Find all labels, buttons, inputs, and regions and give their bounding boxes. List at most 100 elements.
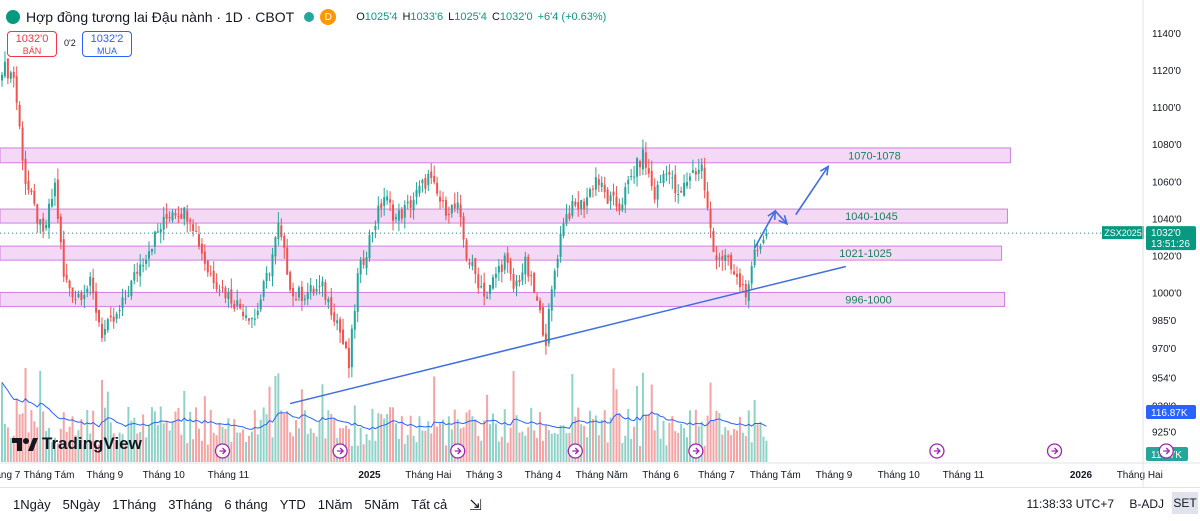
volume-bar xyxy=(71,416,74,462)
candle-body xyxy=(515,280,518,287)
candle-body xyxy=(256,310,259,316)
volume-bar xyxy=(574,416,577,462)
volume-bar xyxy=(471,416,474,462)
sell-label: BÁN xyxy=(22,46,42,56)
candle-body xyxy=(36,204,39,224)
candle-body xyxy=(741,284,744,286)
candle-body xyxy=(209,273,212,275)
candle-body xyxy=(494,273,497,278)
candle-body xyxy=(724,254,727,262)
tradingview-logo-text: TradingView xyxy=(42,434,142,453)
volume-bar xyxy=(277,373,280,462)
volume-bar xyxy=(744,436,747,462)
volume-bar xyxy=(453,409,456,462)
volume-bar xyxy=(712,420,715,462)
event-marker-arrow xyxy=(572,447,580,455)
sell-button[interactable]: 1032'0 BÁN xyxy=(7,31,57,57)
range-button[interactable]: Tất cả xyxy=(411,497,448,512)
candle-body xyxy=(589,189,591,197)
volume-bar xyxy=(195,407,198,462)
price-chart[interactable]: 1140'0 1120'0 1100'0 1080'0 1060'0 1040'0 1020… xyxy=(0,0,1200,487)
candle-body xyxy=(471,261,474,267)
volume-bar xyxy=(174,411,177,462)
event-marker-icon[interactable] xyxy=(332,443,348,459)
candle-body xyxy=(177,216,180,218)
clock[interactable]: 11:38:33 UTC+7 xyxy=(1026,497,1115,511)
candle-body xyxy=(644,152,647,168)
candle-body xyxy=(539,300,542,311)
candle-body xyxy=(568,213,571,219)
spread-value: 0'2 xyxy=(64,38,76,48)
volume-bar xyxy=(359,427,362,462)
range-button[interactable]: 1Năm xyxy=(317,497,353,512)
time-tick-label: Tháng Hai xyxy=(1117,470,1163,481)
range-button[interactable]: 1Tháng xyxy=(112,497,157,512)
candle-body xyxy=(712,231,715,252)
range-button[interactable]: 5Ngày xyxy=(62,497,101,512)
volume-bar xyxy=(36,427,39,462)
candle-body xyxy=(80,292,83,301)
event-marker-arrow xyxy=(1051,447,1059,455)
time-tick-label: Tháng 9 xyxy=(87,470,124,481)
volume-bar xyxy=(638,446,641,462)
volume-bar xyxy=(118,432,121,462)
chart-header: Hợp đồng tương lai Đậu nành · 1D · CBOT … xyxy=(6,6,606,28)
support-resistance-zone[interactable] xyxy=(0,208,1008,224)
symbol-tag: ZSX2025 xyxy=(1104,228,1142,238)
candle-body xyxy=(392,204,395,221)
support-resistance-zone[interactable] xyxy=(0,147,1011,164)
candle-body xyxy=(521,272,524,281)
candle-body xyxy=(306,292,309,300)
candle-body xyxy=(83,295,86,299)
volume-bar xyxy=(724,427,727,462)
price-tick-label: 1080'0 xyxy=(1152,140,1182,151)
range-button[interactable]: 3Tháng xyxy=(168,497,213,512)
volume-bar xyxy=(312,432,315,462)
candle-body xyxy=(195,230,198,232)
zone-label: 1040-1045 xyxy=(845,211,898,223)
price-tick-label: 1100'0 xyxy=(1152,103,1181,114)
volume-bar xyxy=(506,442,509,462)
event-marker-icon[interactable] xyxy=(450,443,466,459)
session-toggle[interactable]: SET xyxy=(1172,492,1198,514)
candle-body xyxy=(324,282,327,300)
volume-average-tag: 116.87K xyxy=(1151,408,1188,419)
volume-bar xyxy=(347,429,350,462)
candle-body xyxy=(24,158,27,185)
volume-bar xyxy=(709,382,712,462)
range-button[interactable]: 1Ngày xyxy=(13,497,51,512)
candle-body xyxy=(192,224,195,231)
ascending-trendline[interactable] xyxy=(289,265,846,405)
tradingview-logo[interactable]: TradingView xyxy=(12,434,142,454)
candle-body xyxy=(292,287,295,297)
event-marker-icon[interactable] xyxy=(567,443,583,459)
adjustment-toggle[interactable]: B-ADJ xyxy=(1129,497,1164,511)
buy-button[interactable]: 1032'2 MUA xyxy=(82,31,132,57)
volume-bar xyxy=(553,432,556,462)
support-resistance-zone[interactable] xyxy=(0,245,1003,261)
volume-bar xyxy=(756,424,759,462)
event-marker-arrow xyxy=(454,447,462,455)
event-marker-icon[interactable] xyxy=(688,443,704,459)
event-marker-icon[interactable] xyxy=(214,443,231,459)
range-button[interactable]: 6 tháng xyxy=(224,497,268,512)
candle-body xyxy=(95,291,98,313)
candle-body xyxy=(415,189,418,197)
candle-body xyxy=(647,168,650,174)
candle-body xyxy=(386,196,389,201)
candle-body xyxy=(227,292,230,299)
candle-body xyxy=(733,271,736,275)
volume-bar xyxy=(406,435,409,462)
range-button[interactable]: 5Năm xyxy=(364,497,400,512)
support-resistance-zone[interactable] xyxy=(0,291,1006,307)
volume-bar xyxy=(48,427,51,462)
candle-body xyxy=(3,61,6,77)
candle-body xyxy=(459,204,462,218)
event-marker-icon[interactable] xyxy=(1158,443,1174,459)
event-marker-icon[interactable] xyxy=(929,443,945,459)
event-marker-icon[interactable] xyxy=(1046,443,1063,459)
goto-date-icon[interactable]: ⇲ xyxy=(469,496,482,514)
symbol-title[interactable]: Hợp đồng tương lai Đậu nành · 1D · CBOT xyxy=(26,9,295,25)
delayed-badge[interactable]: D xyxy=(320,9,337,25)
range-button[interactable]: YTD xyxy=(279,497,306,512)
